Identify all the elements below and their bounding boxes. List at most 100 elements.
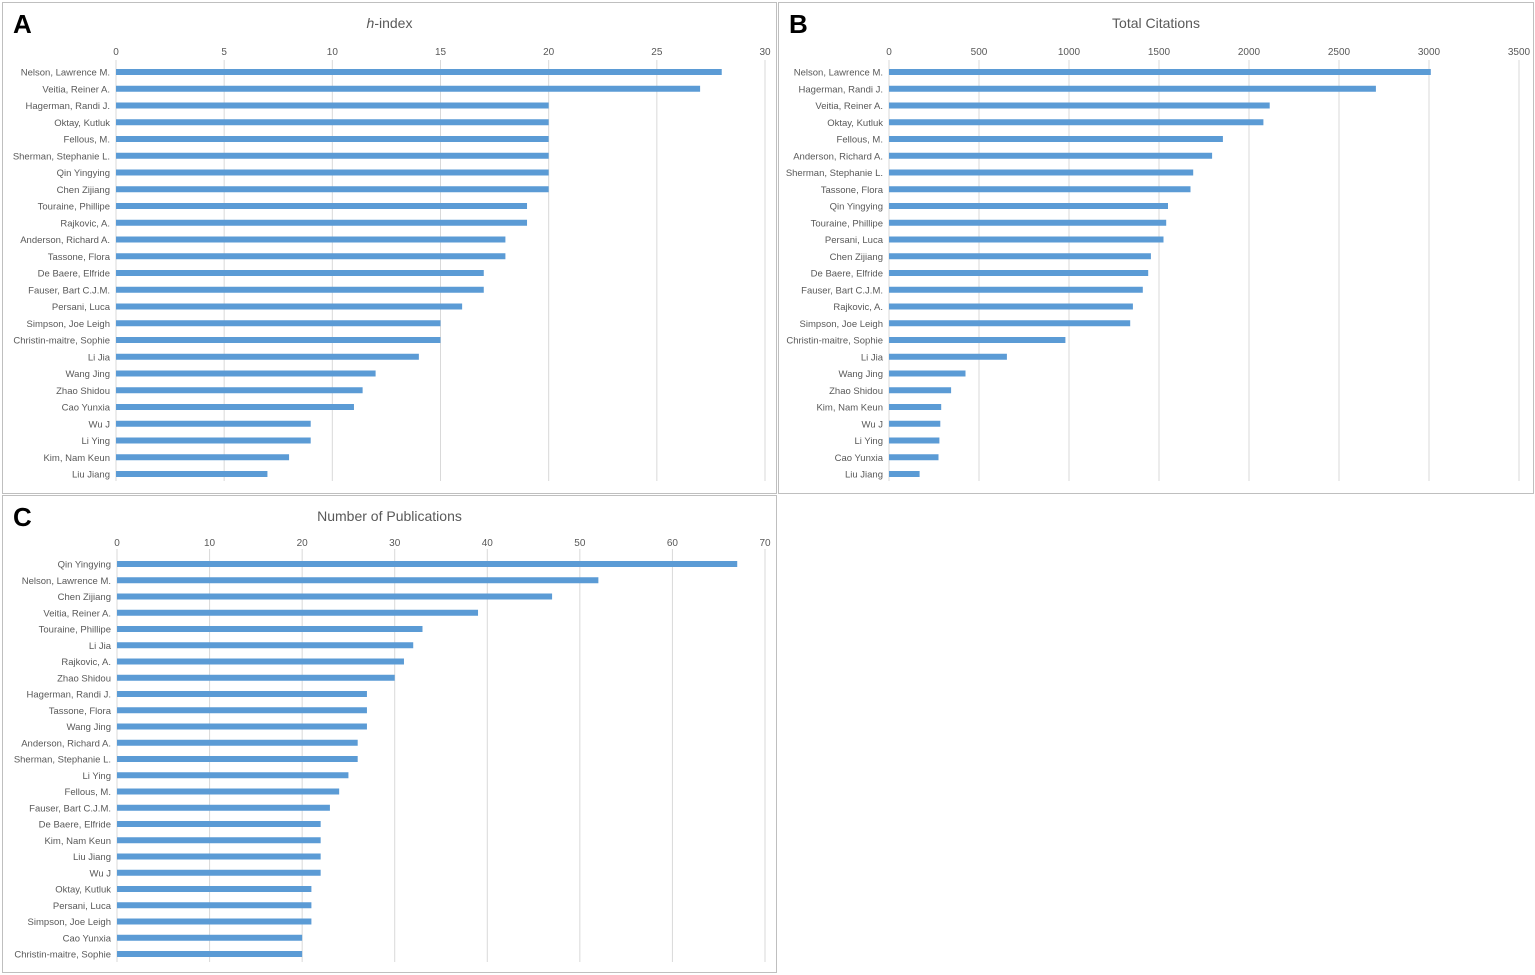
hindex-bar <box>116 437 311 444</box>
hindex-category-label: Nelson, Lawrence M. <box>21 68 110 79</box>
citations-bar <box>889 353 1007 360</box>
hindex-category-label: Kim, Nam Keun <box>43 453 110 464</box>
publications-category-label: Nelson, Lawrence M. <box>22 576 111 587</box>
hindex-category-label: Hagerman, Randi J. <box>26 101 110 112</box>
hindex-bar <box>116 270 484 276</box>
citations-category-label: Qin Yingying <box>830 202 883 213</box>
hindex-category-label: Oktay, Kutluk <box>54 118 110 129</box>
hindex-tick-label: 25 <box>651 47 663 58</box>
citations-bar <box>889 286 1143 293</box>
citations-category-label: Persani, Luca <box>825 235 884 246</box>
hindex-bar <box>116 454 290 461</box>
citations-tick-label: 2000 <box>1238 47 1261 58</box>
hindex-bar <box>116 203 528 209</box>
publications-tick-label: 50 <box>574 538 586 549</box>
citations-category-label: Zhao Shidou <box>829 386 883 397</box>
citations-category-label: Chen Zijiang <box>830 252 883 263</box>
publications-bar <box>117 707 367 714</box>
hindex-category-label: Rajkovic, A. <box>60 218 110 229</box>
citations-tick-label: 3500 <box>1508 47 1531 58</box>
hindex-bar <box>116 420 311 427</box>
publications-bar <box>117 772 349 779</box>
citations-category-label: Li Jia <box>861 352 884 363</box>
publications-bar <box>117 642 414 649</box>
citations-tick-label: 1000 <box>1058 47 1081 58</box>
hindex-bar <box>116 370 376 377</box>
citations-bar <box>889 420 941 427</box>
citations-category-label: Nelson, Lawrence M. <box>794 68 883 79</box>
hindex-bar <box>116 136 549 142</box>
publications-bar <box>117 886 312 892</box>
citations-category-label: Li Ying <box>854 436 883 447</box>
hindex-category-label: Chen Zijiang <box>57 185 110 196</box>
citations-category-label: Cao Yunxia <box>835 453 884 464</box>
citations-category-label: De Baere, Elfride <box>811 269 883 280</box>
publications-category-label: Cao Yunxia <box>63 933 112 944</box>
citations-bar <box>889 119 1264 126</box>
publications-bar <box>117 902 312 909</box>
citations-category-label: Wu J <box>862 419 884 430</box>
citations-category-label: Tassone, Flora <box>821 185 884 196</box>
hindex-category-label: Fellous, M. <box>64 135 110 146</box>
hindex-category-label: Christin-maitre, Sophie <box>13 336 110 347</box>
publications-category-label: Liu Jiang <box>73 852 111 863</box>
citations-bar <box>889 203 1168 209</box>
publications-bar <box>117 691 367 697</box>
hindex-tick-label: 0 <box>113 47 119 58</box>
publications-bar <box>117 821 321 827</box>
citations-tick-label: 500 <box>971 47 988 58</box>
publications-category-label: Veitia, Reiner A. <box>43 608 111 619</box>
publications-bar <box>117 756 358 762</box>
hindex-category-label: Liu Jiang <box>72 470 110 481</box>
citations-bar <box>889 253 1151 260</box>
publications-tick-label: 10 <box>204 538 216 549</box>
citations-bar <box>889 387 952 394</box>
hindex-bar <box>116 471 268 477</box>
hindex-bar <box>116 152 549 159</box>
publications-bar <box>117 674 395 681</box>
publications-tick-label: 70 <box>759 538 771 549</box>
chart-title-a: h-index <box>3 15 776 31</box>
hindex-category-label: Tassone, Flora <box>48 252 111 263</box>
citations-bar <box>889 219 1167 226</box>
citations-bar <box>889 186 1191 193</box>
citations-chart: 0 500 1000 1500 2000 2500 3000 3500 Nelson, Lawr… <box>786 47 1531 481</box>
citations-bar <box>889 69 1431 75</box>
citations-category-label: Kim, Nam Keun <box>816 403 883 414</box>
hindex-bar <box>116 286 484 293</box>
publications-category-label: Touraine, Phillipe <box>39 625 111 636</box>
publications-bar <box>117 626 423 632</box>
panel-letter-a: A <box>13 9 32 39</box>
citations-category-label: Anderson, Richard A. <box>793 151 883 162</box>
publications-category-label: Rajkovic, A. <box>61 657 111 668</box>
publications-chart: 0 10 20 30 40 50 60 70 Qin Yingying Nelson, Lawre… <box>14 538 771 962</box>
publications-bar <box>117 723 367 730</box>
chart-title-a-rest: -index <box>374 15 413 31</box>
publications-category-label: Kim, Nam Keun <box>44 836 111 847</box>
hindex-bar <box>116 186 549 193</box>
citations-bar <box>889 437 940 444</box>
hindex-bar <box>116 85 701 92</box>
publications-category-label: Hagerman, Randi J. <box>27 690 111 701</box>
hindex-category-label: Wu J <box>89 419 111 430</box>
citations-category-label: Veitia, Reiner A. <box>815 101 883 112</box>
hindex-bar <box>116 337 441 343</box>
publications-tick-label: 0 <box>114 538 120 549</box>
citations-bar <box>889 404 942 410</box>
hindex-bar <box>116 253 506 260</box>
panel-letter-c: C <box>13 502 32 532</box>
hindex-category-label: Li Ying <box>81 436 110 447</box>
hindex-tick-label: 30 <box>759 47 771 58</box>
citations-bar <box>889 136 1223 142</box>
citations-bar <box>889 102 1270 109</box>
citations-category-label: Sherman, Stephanie L. <box>786 168 883 179</box>
hindex-tick-label: 10 <box>327 47 339 58</box>
citations-category-label: Hagerman, Randi J. <box>799 84 883 95</box>
citations-tick-label: 1500 <box>1148 47 1171 58</box>
chart-title-b: Total Citations <box>1112 15 1200 31</box>
hindex-category-label: Touraine, Phillipe <box>38 202 110 213</box>
citations-bar <box>889 454 939 461</box>
hindex-category-label: Li Jia <box>88 352 111 363</box>
hindex-category-label: Simpson, Joe Leigh <box>27 319 110 330</box>
hindex-bar <box>116 219 528 226</box>
